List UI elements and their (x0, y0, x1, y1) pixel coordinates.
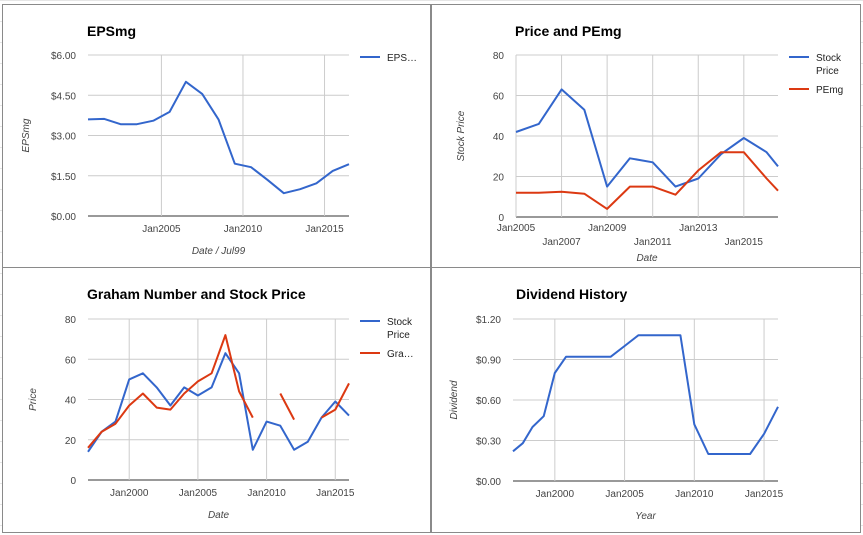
y-tick-label: 40 (493, 132, 505, 143)
series-group (512, 334, 779, 455)
y-axis-label: Stock Price (456, 110, 467, 161)
series-group (87, 80, 350, 195)
y-tick-label: $3.00 (51, 132, 76, 143)
x-axis-label: Date (208, 510, 230, 521)
x-tick-label: Jan2013 (679, 223, 718, 234)
y-tick-label: 60 (493, 92, 505, 103)
series-line (87, 80, 350, 195)
x-axis-label: Date (636, 253, 658, 264)
series-group (87, 334, 350, 453)
y-tick-label: $1.20 (476, 315, 501, 326)
y-axis-label: Price (28, 388, 39, 411)
x-tick-label: Jan2000 (536, 489, 575, 500)
legend-label: PEmg (816, 85, 843, 96)
x-tick-label: Jan2005 (179, 488, 218, 499)
y-tick-label: 40 (65, 396, 77, 407)
chart-panel-graham: Graham Number and Stock Price 0 20 40 60 80 Ja… (2, 267, 431, 533)
chart-title: Graham Number and Stock Price (87, 286, 306, 302)
legend-label: Price (816, 66, 839, 77)
x-tick-label: Jan2005 (605, 489, 644, 500)
chart-epsmg: EPSmg $0.00 $1.50 $3.00 $4.50 $6.00 Jan2005 Jan… (21, 23, 417, 257)
x-tick-label: Jan2009 (588, 223, 627, 234)
y-tick-label: 0 (498, 213, 504, 224)
y-tick-label: $0.30 (476, 437, 501, 448)
legend-label: Stock (387, 317, 413, 328)
x-tick-label: Jan2010 (675, 489, 714, 500)
x-tick-label: Jan2015 (316, 488, 355, 499)
y-tick-label: $0.90 (476, 356, 501, 367)
chart-price-pemg: Price and PEmg 0 20 40 60 80 Jan2005 Jan2007 Jan… (456, 23, 843, 264)
x-tick-label: Jan2005 (497, 223, 536, 234)
x-tick-label: Jan2015 (725, 237, 764, 248)
x-tick-label: Jan2011 (634, 237, 672, 248)
chart-title: Price and PEmg (515, 23, 622, 39)
y-tick-label: 60 (65, 355, 77, 366)
y-tick-label: $0.00 (51, 212, 76, 223)
series-line (516, 151, 779, 210)
y-tick-label: 80 (65, 315, 77, 326)
y-tick-label: $0.00 (476, 477, 501, 488)
y-axis-label: Dividend (449, 380, 460, 419)
chart-panel-dividend: Dividend History $0.00 $0.30 $0.60 $0.90 $1.2… (431, 267, 861, 533)
legend-label: Gra… (387, 349, 414, 360)
series-line (320, 382, 350, 419)
chart-graham: Graham Number and Stock Price 0 20 40 60 80 Ja… (28, 286, 414, 521)
x-tick-label: Jan2010 (224, 224, 263, 235)
x-tick-label: Jan2015 (305, 224, 344, 235)
series-line (279, 393, 295, 421)
chart-panel-price-pemg: Price and PEmg 0 20 40 60 80 Jan2005 Jan2007 Jan… (431, 4, 861, 268)
series-line (512, 334, 779, 455)
chart-title: EPSmg (87, 23, 136, 39)
y-tick-label: $6.00 (51, 51, 76, 62)
y-tick-label: 0 (70, 476, 76, 487)
series-line (515, 88, 779, 188)
legend-label: EPS… (387, 53, 417, 64)
x-tick-label: Jan2015 (745, 489, 784, 500)
series-line (87, 334, 254, 449)
y-axis-label: EPSmg (21, 118, 32, 152)
series-line (87, 352, 350, 453)
x-tick-label: Jan2007 (542, 237, 581, 248)
x-axis-label: Date / Jul99 (192, 246, 246, 257)
series-group (515, 88, 779, 210)
x-tick-label: Jan2000 (110, 488, 149, 499)
y-tick-label: $4.50 (51, 91, 76, 102)
chart-panel-epsmg: EPSmg $0.00 $1.50 $3.00 $4.50 $6.00 Jan2005 Jan… (2, 4, 431, 268)
x-axis-label: Year (635, 511, 656, 522)
y-tick-label: 80 (493, 51, 505, 62)
y-tick-label: 20 (65, 436, 77, 447)
y-tick-label: $0.60 (476, 396, 501, 407)
legend-label: Stock (816, 53, 842, 64)
chart-title: Dividend History (516, 286, 627, 302)
legend-label: Price (387, 330, 410, 341)
x-tick-label: Jan2005 (142, 224, 181, 235)
y-tick-label: 20 (493, 173, 505, 184)
chart-dividend: Dividend History $0.00 $0.30 $0.60 $0.90 $1.2… (449, 286, 784, 522)
y-tick-label: $1.50 (51, 172, 76, 183)
x-tick-label: Jan2010 (247, 488, 286, 499)
